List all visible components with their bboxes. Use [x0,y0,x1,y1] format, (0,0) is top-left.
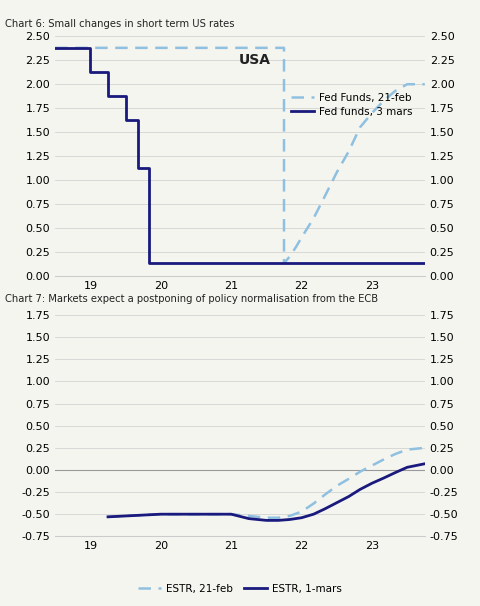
Text: Chart 7: Markets expect a postponing of policy normalisation from the ECB: Chart 7: Markets expect a postponing of … [5,294,378,304]
ESTR, 1-mars [334,499,340,507]
Fed Funds, 21-feb [381,97,387,104]
Fed Funds, 21-feb [357,124,363,131]
ESTR, 1-mars [381,474,387,482]
ESTR, 1-mars [346,493,352,500]
ESTR, 1-mars [392,469,398,476]
Fed Funds, 21-feb [346,148,352,155]
ESTR, 21-feb [176,510,181,518]
Fed funds, 3 mars [146,164,152,171]
Fed funds, 3 mars [52,44,58,52]
Fed funds, 3 mars [123,116,129,123]
Fed Funds, 21-feb [422,81,428,88]
Fed Funds, 21-feb [281,44,287,52]
Fed funds, 3 mars [87,68,93,75]
Text: Chart 6: Small changes in short term US rates: Chart 6: Small changes in short term US … [5,19,234,30]
Fed Funds, 21-feb [392,87,398,95]
ESTR, 1-mars [299,514,304,521]
Fed Funds, 21-feb [322,193,328,200]
ESTR, 1-mars [228,510,234,518]
Fed Funds, 21-feb [281,259,287,267]
Line: Fed funds, 3 mars: Fed funds, 3 mars [55,48,425,263]
ESTR, 21-feb [346,475,352,482]
ESTR, 21-feb [123,512,129,519]
ESTR, 21-feb [322,491,328,498]
ESTR, 21-feb [334,482,340,490]
Fed Funds, 21-feb [369,109,375,116]
Fed Funds, 21-feb [287,253,292,260]
ESTR, 21-feb [422,444,428,451]
ESTR, 21-feb [276,514,281,521]
ESTR, 1-mars [176,510,181,518]
Fed funds, 3 mars [135,164,141,171]
Text: USA: USA [239,53,271,67]
Fed funds, 3 mars [105,92,111,99]
ESTR, 1-mars [193,510,199,518]
ESTR, 21-feb [311,500,316,507]
ESTR, 21-feb [299,508,304,515]
Line: ESTR, 1-mars: ESTR, 1-mars [108,464,425,521]
Legend: ESTR, 21-feb, ESTR, 1-mars: ESTR, 21-feb, ESTR, 1-mars [134,579,346,598]
ESTR, 1-mars [369,479,375,487]
Fed Funds, 21-feb [293,244,299,251]
ESTR, 21-feb [357,468,363,475]
ESTR, 1-mars [264,517,269,524]
ESTR, 21-feb [246,512,252,519]
ESTR, 21-feb [369,462,375,469]
ESTR, 1-mars [140,511,146,519]
Fed funds, 3 mars [123,92,129,99]
ESTR, 1-mars [211,510,216,518]
ESTR, 21-feb [381,456,387,463]
Line: ESTR, 21-feb: ESTR, 21-feb [108,448,425,518]
Fed Funds, 21-feb [311,215,316,222]
ESTR, 21-feb [158,510,164,518]
ESTR, 1-mars [287,516,292,523]
ESTR, 21-feb [287,512,292,519]
Fed funds, 3 mars [87,44,93,52]
ESTR, 1-mars [123,512,129,519]
ESTR, 21-feb [105,513,111,521]
Line: Fed Funds, 21-feb: Fed Funds, 21-feb [55,48,425,263]
ESTR, 1-mars [422,460,428,467]
ESTR, 21-feb [404,446,410,453]
ESTR, 21-feb [140,511,146,519]
Fed funds, 3 mars [105,68,111,75]
Fed Funds, 21-feb [52,44,58,52]
Fed Funds, 21-feb [404,81,410,88]
ESTR, 21-feb [392,450,398,458]
ESTR, 21-feb [228,510,234,518]
ESTR, 1-mars [404,464,410,471]
ESTR, 21-feb [211,510,216,518]
ESTR, 1-mars [246,515,252,522]
ESTR, 1-mars [276,517,281,524]
Fed funds, 3 mars [146,259,152,267]
ESTR, 21-feb [193,510,199,518]
ESTR, 1-mars [105,513,111,521]
Fed Funds, 21-feb [299,234,304,241]
Legend: Fed Funds, 21-feb, Fed funds, 3 mars: Fed Funds, 21-feb, Fed funds, 3 mars [288,90,416,121]
ESTR, 1-mars [357,486,363,493]
ESTR, 1-mars [158,510,164,518]
ESTR, 1-mars [311,510,316,518]
ESTR, 21-feb [264,514,269,521]
Fed Funds, 21-feb [334,168,340,176]
Fed funds, 3 mars [422,259,428,267]
ESTR, 1-mars [322,505,328,513]
Fed funds, 3 mars [135,116,141,123]
